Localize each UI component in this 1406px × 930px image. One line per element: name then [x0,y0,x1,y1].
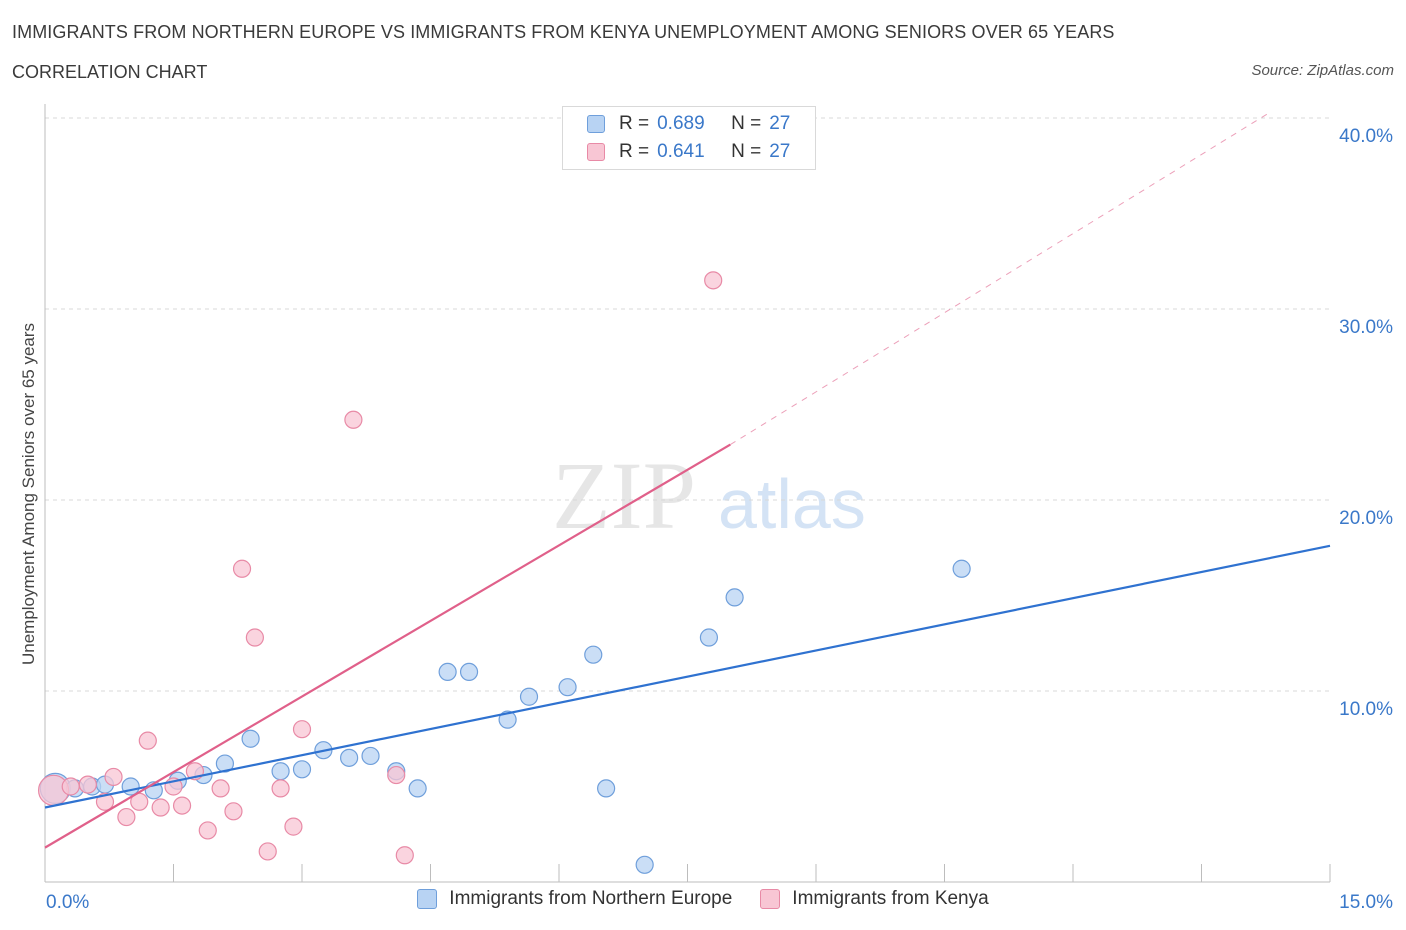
pink-data-point [258,842,277,861]
y-tick-label: 20.0% [1339,508,1393,529]
pink-data-point [138,731,157,750]
pink-data-point [284,817,303,836]
chart-subtitle: CORRELATION CHART [12,62,208,82]
pink-data-point [172,796,192,815]
blue-data-point [597,779,616,798]
blue-data-point [725,588,744,607]
blue-data-point [699,628,719,647]
r-label: R = [619,141,650,162]
y-tick-label: 40.0% [1339,126,1393,147]
pink-data-point [245,628,264,647]
blue-swatch-icon [587,115,605,133]
pink-data-point [117,807,136,827]
pink-data-point [344,410,363,429]
blue-data-point [459,662,479,682]
blue-data-point [519,687,539,706]
blue-data-point [215,754,234,773]
stats-legend-row-blue: R = 0.689 N = 27 [587,112,790,136]
pink-data-point [271,779,290,798]
blue-data-point [241,729,260,748]
n-value: 27 [769,113,791,134]
n-value: 27 [769,141,791,162]
pink-data-point [387,765,406,785]
blue-data-point [952,559,971,578]
legend-item-northern-europe[interactable]: Immigrants from Northern Europe [417,888,732,910]
blue-data-point [340,748,359,767]
chart-title: IMMIGRANTS FROM NORTHERN EUROPE VS IMMIG… [12,22,1115,42]
blue-data-point [438,662,457,682]
pink-data-point [292,720,312,739]
r-value: 0.641 [657,141,705,162]
series-legend: Immigrants from Northern Europe Immigran… [0,888,1406,910]
n-label: N = [731,113,762,134]
pink-swatch-icon [760,889,781,909]
pink-swatch-icon [587,143,605,161]
watermark-zip: ZIP [552,442,696,549]
blue-data-point [271,762,290,781]
blue-trend-line [44,544,1331,809]
blue-data-point [498,710,517,729]
pink-data-point [704,271,723,290]
pink-data-point [211,779,230,798]
blue-data-point [292,760,312,779]
r-label: R = [619,113,650,134]
blue-data-point [584,645,603,664]
pink-trend-line [44,443,731,849]
n-label: N = [731,141,762,162]
pink-data-point [151,798,170,817]
pink-trend-line-extension [730,111,1271,446]
source-credit: Source: ZipAtlas.com [1251,62,1394,79]
blue-data-point [121,777,140,796]
pink-data-point [198,821,217,840]
pink-data-point [224,802,243,821]
x-tick-label: 15.0% [1339,892,1393,913]
legend-label: Immigrants from Kenya [792,888,989,909]
stats-legend-row-pink: R = 0.641 N = 27 [587,140,790,164]
x-tick-label: 0.0% [46,892,89,913]
y-tick-label: 10.0% [1339,699,1393,720]
legend-item-kenya[interactable]: Immigrants from Kenya [760,888,989,910]
blue-data-point [558,678,577,697]
pink-data-point [95,792,115,811]
blue-data-point [408,779,427,798]
blue-data-point [361,746,380,766]
blue-swatch-icon [417,889,438,909]
y-axis-label: Unemployment Among Seniors over 65 years [19,323,38,665]
pink-data-point [78,775,97,794]
pink-data-point [104,767,123,787]
legend-label: Immigrants from Northern Europe [449,888,733,909]
pink-data-point [232,559,252,578]
watermark-atlas: atlas [718,465,866,543]
y-tick-label: 30.0% [1339,317,1393,338]
pink-data-point [395,846,414,865]
stats-legend: R = 0.689 N = 27 R = 0.641 N = 27 [562,106,816,170]
r-value: 0.689 [657,113,705,134]
blue-data-point [635,855,654,874]
pink-data-point [61,777,80,796]
